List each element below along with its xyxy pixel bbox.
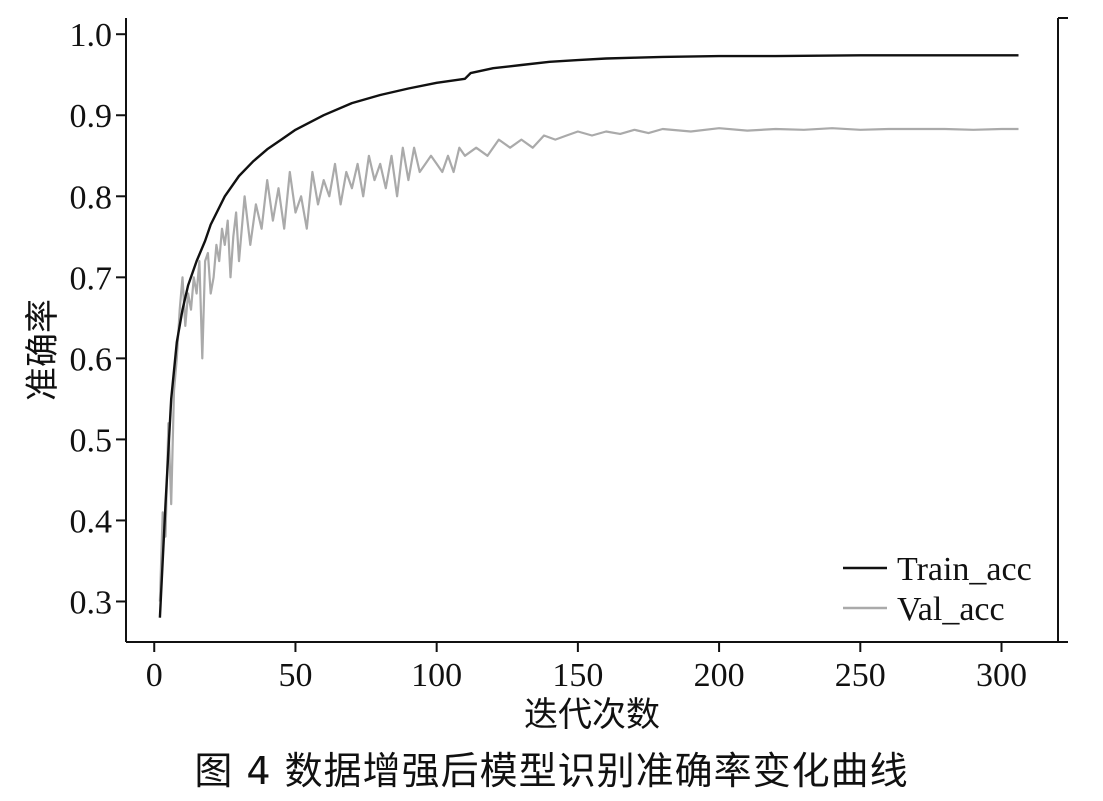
y-tick-label: 0.5 bbox=[70, 422, 113, 459]
x-tick-label: 300 bbox=[976, 657, 1027, 694]
y-tick-label: 1.0 bbox=[70, 17, 113, 54]
legend-label: Val_acc bbox=[897, 591, 1005, 628]
y-tick-label: 0.9 bbox=[70, 98, 113, 135]
series-train-acc-line bbox=[158, 54, 1019, 618]
x-tick-label: 250 bbox=[835, 657, 886, 694]
accuracy-chart: 0 50 100 150 200 250 300 0.3 0.4 0.5 0.6 0.7 0.8 0.9 1… bbox=[23, 17, 1068, 735]
figure-caption: 图 4 数据增强后模型识别准确率变化曲线 bbox=[194, 749, 909, 793]
y-tick-label: 0.4 bbox=[70, 503, 113, 540]
y-tick-label: 0.8 bbox=[70, 179, 113, 216]
x-axis-title: 迭代次数 bbox=[524, 695, 660, 735]
y-tick-label: 0.6 bbox=[70, 341, 113, 378]
x-tick-label: 100 bbox=[411, 657, 462, 694]
legend-label: Train_acc bbox=[897, 551, 1032, 588]
series-layer bbox=[158, 54, 1019, 618]
x-tick-label: 150 bbox=[552, 657, 603, 694]
x-tick-label: 0 bbox=[146, 657, 163, 694]
y-tick-label: 0.3 bbox=[70, 584, 113, 621]
y-tick-label: 0.7 bbox=[70, 260, 113, 297]
y-axis-title: 准确率 bbox=[23, 299, 63, 401]
axes: 0 50 100 150 200 250 300 0.3 0.4 0.5 0.6 0.7 0.8 0.9 1… bbox=[70, 17, 1068, 694]
x-tick-label: 200 bbox=[694, 657, 745, 694]
series-val-acc-line bbox=[158, 127, 1019, 602]
x-tick-label: 50 bbox=[278, 657, 312, 694]
